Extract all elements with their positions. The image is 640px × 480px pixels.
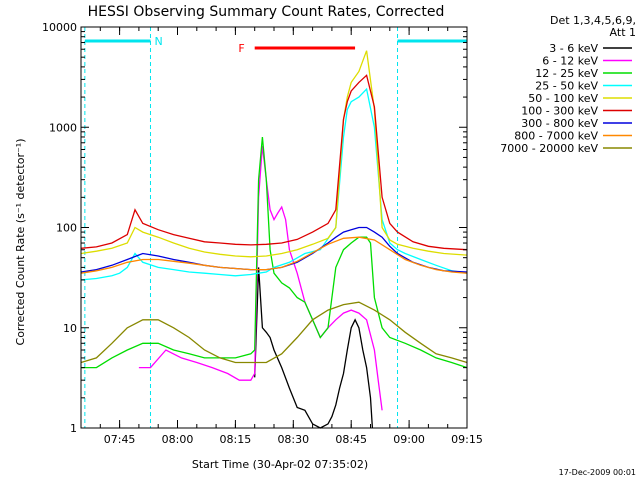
chart-title: HESSI Observing Summary Count Rates, Cor… [88, 4, 445, 20]
x-tick-label: 09:15 [451, 433, 483, 446]
legend-label-5: 50 - 100 keV [528, 92, 598, 105]
series-line-6 [80, 74, 468, 251]
legend-label-9: 7000 - 20000 keV [500, 142, 598, 155]
series-line-5 [80, 50, 468, 258]
y-tick-label: 1000 [49, 121, 77, 134]
legend-label-8: 800 - 7000 keV [514, 130, 598, 143]
series-layer [80, 50, 468, 429]
series-line-7 [80, 226, 468, 273]
y-tick-label: 10000 [42, 21, 77, 34]
legend-label-7: 300 - 800 keV [521, 117, 598, 130]
legend-label-1: 3 - 6 keV [549, 42, 598, 55]
x-tick-label: 08:00 [162, 433, 194, 446]
series-line-1 [254, 267, 374, 429]
series-line-2 [138, 145, 383, 411]
x-tick-label: 08:15 [220, 433, 252, 446]
y-tick-label: 1 [70, 422, 77, 435]
series-line-3 [81, 136, 468, 369]
night-label: N [154, 35, 162, 48]
x-axis-label: Start Time (30-Apr-02 07:35:02) [192, 458, 368, 471]
x-tick-label: 08:30 [277, 433, 309, 446]
y-tick-label: 100 [56, 222, 77, 235]
x-tick-label: 09:00 [393, 433, 425, 446]
y-tick-label: 10 [63, 322, 77, 335]
series-line-9 [80, 301, 468, 364]
footer-timestamp: 17-Dec-2009 00:01 [559, 468, 636, 477]
x-tick-label: 07:45 [104, 433, 136, 446]
legend-label-4: 25 - 50 keV [535, 80, 598, 93]
legend-header-line1: Det 1,3,4,5,6,9, [550, 14, 636, 27]
y-axis-label: Corrected Count Rate (s⁻¹ detector⁻¹) [14, 139, 27, 346]
legend-label-2: 6 - 12 keV [542, 55, 598, 68]
legend-label-3: 12 - 25 keV [535, 67, 598, 80]
legend-label-6: 100 - 300 keV [521, 105, 598, 118]
flare-label: F [238, 42, 244, 55]
x-tick-label: 08:45 [335, 433, 367, 446]
series-line-8 [80, 236, 468, 274]
legend-header-line2: Att 1 [610, 26, 636, 39]
axes: 1 10 100 1000 10000 07:45 08:00 08:15 08:30 08:45… [42, 21, 483, 446]
